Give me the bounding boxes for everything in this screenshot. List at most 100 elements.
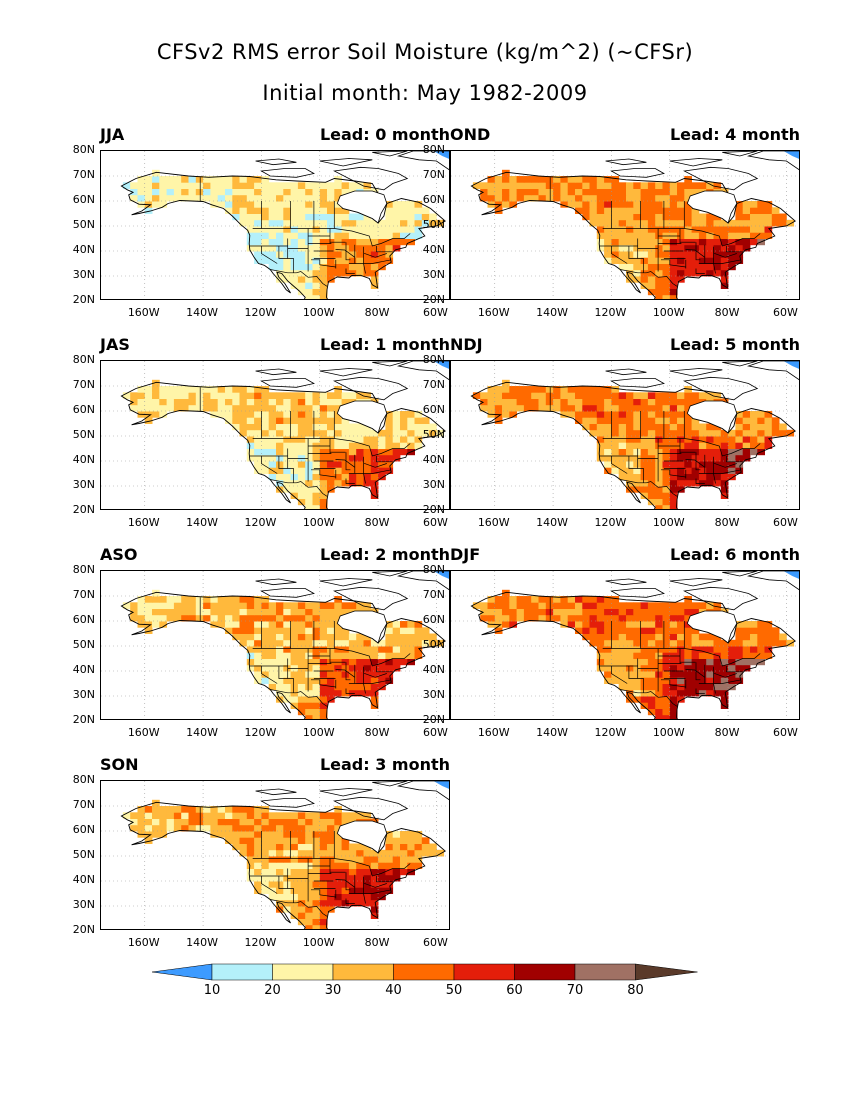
field-cell [217, 201, 226, 208]
field-cell [268, 621, 277, 628]
field-cell [553, 596, 561, 603]
field-cell [706, 639, 714, 647]
field-cell [254, 596, 262, 603]
field-cell [662, 683, 671, 691]
field-cell [290, 899, 299, 907]
field-cell [239, 423, 248, 431]
field-cell [261, 411, 270, 418]
field-cell [327, 269, 335, 277]
field-cell [297, 837, 306, 844]
field-cell [684, 473, 692, 481]
field-cell [276, 238, 284, 246]
field-cell [392, 244, 401, 252]
field-cell [677, 677, 685, 684]
field-cell [305, 912, 313, 919]
field-cell [400, 633, 408, 641]
field-cell [596, 232, 605, 239]
field-cell [261, 874, 270, 882]
field-cell [633, 486, 641, 493]
field-cell [385, 213, 394, 221]
field-cell [305, 219, 313, 227]
field-cell [327, 244, 335, 252]
field-cell [742, 454, 751, 462]
field-cell [261, 818, 270, 826]
field-cell [626, 257, 634, 264]
field-cell [254, 633, 262, 641]
field-cell [195, 182, 204, 189]
field-cell [334, 683, 342, 691]
field-cell [290, 856, 299, 863]
field-cell [203, 404, 211, 412]
field-cell [268, 201, 277, 208]
political-border [334, 648, 411, 667]
field-cell [378, 244, 386, 252]
field-cell [341, 244, 350, 252]
field-cell [166, 176, 175, 183]
field-cell [327, 899, 335, 907]
field-cell [713, 226, 722, 233]
field-cell [589, 194, 598, 202]
field-cell [523, 182, 532, 189]
field-cell [626, 614, 634, 622]
lat-tick-label: 40N [422, 453, 445, 466]
colorbar-tick-label: 80 [627, 983, 644, 998]
field-cell [647, 269, 656, 277]
field-cell [363, 448, 372, 456]
field-cell [618, 417, 627, 424]
field-cell [400, 849, 408, 857]
field-cell [297, 411, 306, 418]
field-cell [334, 219, 342, 227]
field-cell [669, 392, 678, 399]
field-cell [305, 918, 313, 926]
field-cell [327, 461, 335, 468]
political-border [335, 669, 356, 678]
field-cell [283, 404, 291, 412]
field-cell [567, 398, 576, 406]
field-cell [647, 621, 656, 628]
field-cell [582, 398, 590, 406]
field-cell [604, 614, 612, 622]
field-cell [290, 608, 299, 616]
field-cell [305, 411, 313, 418]
field-cell [348, 602, 357, 609]
field-cell [232, 831, 240, 838]
field-cell [647, 689, 656, 697]
field-cell [596, 244, 605, 252]
field-cell [348, 251, 357, 258]
field-cell [276, 244, 284, 252]
field-cell [276, 467, 284, 474]
field-cell [662, 201, 671, 208]
field-cell [276, 696, 284, 703]
lat-tick-label: 60N [72, 613, 95, 626]
map-svg [451, 361, 799, 509]
field-cell [297, 856, 306, 863]
field-cell [640, 608, 649, 616]
field-cell [589, 639, 598, 647]
field-cell [348, 263, 357, 271]
field-cell [341, 899, 350, 907]
field-cell [370, 244, 379, 252]
field-cell [268, 849, 277, 857]
field-cell [312, 461, 321, 468]
field-cell [276, 461, 284, 468]
field-cell [589, 602, 598, 609]
field-cell [283, 201, 291, 208]
field-cell [596, 602, 605, 609]
field-cell [232, 188, 240, 196]
field-cell [334, 658, 342, 666]
field-cell [283, 696, 291, 703]
field-cell [312, 924, 321, 929]
field-cell [582, 627, 590, 634]
island-coastline [605, 578, 647, 586]
field-cell [297, 404, 306, 412]
field-cell [283, 219, 291, 227]
field-cell [560, 596, 569, 603]
field-cell [655, 269, 663, 277]
field-cell [647, 664, 656, 672]
field-cell [305, 467, 313, 474]
field-cell [677, 263, 685, 271]
field-cell [290, 251, 299, 258]
field-cell [385, 201, 394, 208]
field-cell [261, 417, 270, 424]
field-cell [341, 837, 350, 844]
